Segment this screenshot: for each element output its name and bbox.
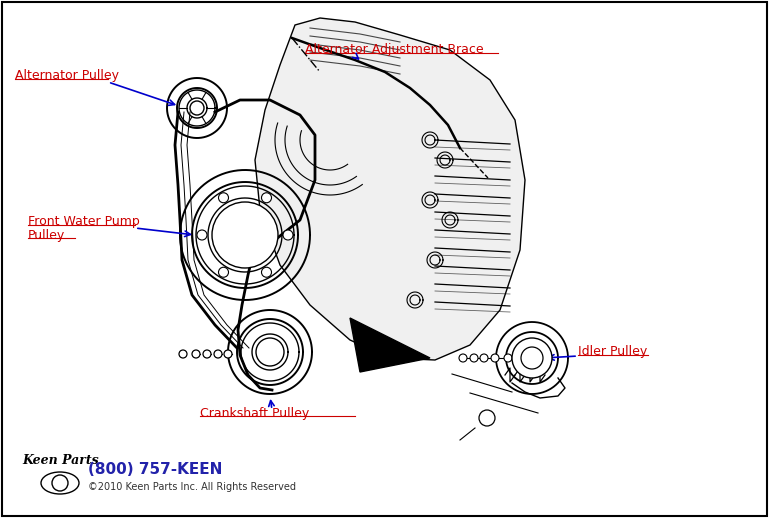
Text: Front Water Pump: Front Water Pump [28,215,139,228]
Circle shape [262,193,272,203]
Text: ©2010 Keen Parts Inc. All Rights Reserved: ©2010 Keen Parts Inc. All Rights Reserve… [88,482,296,492]
Circle shape [479,410,495,426]
Text: Crankshaft Pulley: Crankshaft Pulley [200,407,310,420]
Text: Keen Parts: Keen Parts [22,453,99,467]
Circle shape [219,267,229,277]
Text: Idler Pulley: Idler Pulley [578,346,648,358]
Text: Pulley: Pulley [28,228,65,241]
Circle shape [470,354,478,362]
Circle shape [256,338,284,366]
Circle shape [192,350,200,358]
Circle shape [219,193,229,203]
Circle shape [512,338,552,378]
Circle shape [224,350,232,358]
Circle shape [190,101,204,115]
Circle shape [52,475,68,491]
Circle shape [504,354,512,362]
Circle shape [197,230,207,240]
Circle shape [212,202,278,268]
Text: Alternator Pulley: Alternator Pulley [15,69,119,82]
Polygon shape [255,18,525,360]
Circle shape [179,350,187,358]
Polygon shape [350,318,430,372]
Circle shape [214,350,222,358]
Circle shape [262,267,272,277]
Text: (800) 757-KEEN: (800) 757-KEEN [88,463,223,478]
Circle shape [521,347,543,369]
Circle shape [459,354,467,362]
Circle shape [283,230,293,240]
Circle shape [480,354,488,362]
Circle shape [203,350,211,358]
Circle shape [491,354,499,362]
Text: Alternator Adjustment Brace: Alternator Adjustment Brace [305,44,484,56]
